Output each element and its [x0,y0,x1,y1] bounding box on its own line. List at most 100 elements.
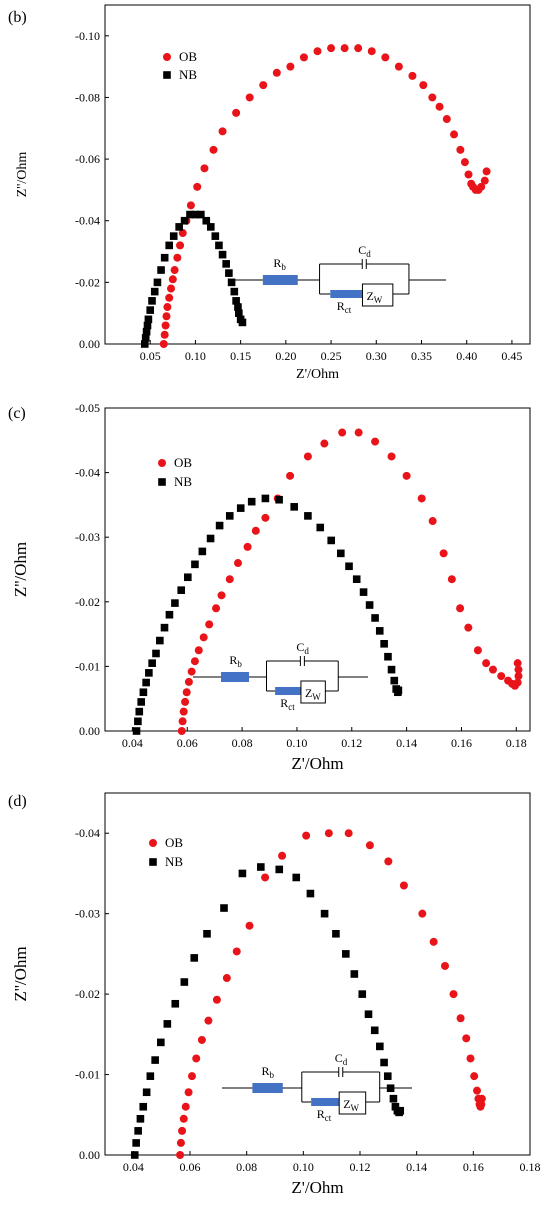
data-point-nb [146,306,155,314]
data-point-ob [261,513,270,522]
data-point-ob [217,591,226,600]
data-point-ob [193,182,202,191]
data-point-nb [134,1127,142,1135]
nyquist-panel: (d) 0.04 0.06 0.08 0.10 0.12 0.14 0.16 0.18 0.00 -… [8,792,541,1197]
data-point-nb [337,549,345,558]
label-cd-main: C [335,1051,343,1065]
data-point-ob [514,665,523,674]
data-point-nb [142,678,150,687]
resistor-rct [311,1098,340,1106]
data-point-ob [466,1054,475,1063]
warburg-element [300,680,326,704]
nyquist-panel: (c) 0.04 0.06 0.08 0.10 0.12 0.14 0.16 0.18 0.00 -… [8,401,531,773]
data-point-nb [316,523,325,532]
data-point-ob [212,604,221,613]
data-point-nb [332,929,340,938]
data-point-ob [278,851,287,860]
legend-label-ob: OB [165,835,183,850]
data-point-ob [168,275,177,284]
x-tick-label: 0.10 [185,349,206,363]
data-point-nb [171,599,179,607]
data-point-nb [197,210,205,219]
data-point-ob [182,688,191,697]
equivalent-circuit-inset: Rb Cd Rct ZW [222,1051,412,1123]
data-point-ob [340,44,349,53]
data-point-ob [399,881,408,890]
data-point-nb [143,321,152,330]
label-rct-main: R [317,1107,325,1121]
legend-label-ob: OB [179,49,197,64]
data-point-nb [139,1102,148,1111]
data-point-ob [218,127,227,136]
data-point-nb [132,1139,140,1147]
data-point-nb [327,536,336,545]
data-point-nb [215,521,224,530]
data-point-ob [428,517,437,526]
data-point-ob [200,164,209,173]
y-tick-label: 0.00 [79,724,100,738]
data-point-nb [365,601,374,609]
y-tick-label: -0.02 [75,987,100,1001]
label-zw-sub: W [351,1103,360,1113]
label-zw-main: Z [305,686,312,700]
data-point-nb [146,1072,155,1080]
y-tick-label: -0.02 [75,275,100,289]
data-point-ob [160,330,169,339]
data-point-nb [160,623,169,632]
data-point-nb [151,1056,159,1064]
data-point-ob [243,542,252,551]
data-point-ob [320,439,329,448]
data-point-ob [441,961,449,970]
label-cd: Cd [358,243,371,259]
label-rb-sub: b [270,1070,275,1080]
data-point-ob [159,340,168,348]
data-point-nb [389,1094,398,1103]
data-point-ob [497,672,506,681]
plot-frame [104,792,531,1156]
data-point-ob [429,937,438,946]
data-point-ob [464,623,473,632]
data-point-ob [181,1102,190,1111]
data-point-ob [367,47,376,56]
y-tick-label: -0.04 [75,466,100,480]
data-point-ob [190,657,199,666]
legend-marker-nb [149,858,157,866]
x-tick-label: 0.18 [506,736,527,750]
data-point-nb [136,1115,145,1123]
x-tick-label: 0.06 [180,1160,201,1174]
data-point-nb [142,1088,151,1097]
data-point-nb [153,278,162,287]
data-point-nb [165,610,174,619]
resistor-rb [252,1083,283,1093]
data-point-nb [163,1020,172,1028]
data-point-ob [462,1034,471,1043]
label-zw: ZW [343,1097,359,1113]
data-point-ob [470,1072,479,1081]
data-point-ob [514,672,523,681]
legend-label-ob: OB [174,455,192,470]
data-point-nb [222,260,230,268]
data-point-ob [482,659,491,668]
data-point-nb [132,727,141,735]
label-rb: Rb [262,1064,275,1080]
data-point-ob [480,176,489,185]
label-zw-main: Z [343,1097,350,1111]
data-point-nb [352,575,361,583]
resistor-rct [330,290,363,298]
equivalent-circuit-inset: Rb Cd Rct ZW [193,640,368,712]
data-point-ob [354,428,363,437]
data-point-nb [227,278,236,287]
x-tick-label: 0.05 [140,349,161,363]
data-point-nb [156,636,164,645]
data-point-ob [428,93,437,102]
y-tick-label: -0.06 [75,152,100,166]
warburg-element [338,1091,367,1115]
data-point-nb [236,504,245,512]
nyquist-panel: (b) 0.05 0.10 0.15 0.20 0.25 0.30 0.35 0.40 0.45 0… [8,4,531,382]
y-tick-label: -0.10 [75,29,100,43]
data-point-ob [303,452,312,461]
x-tick-label: 0.14 [396,736,417,750]
legend-marker-ob [163,53,171,61]
data-point-nb [320,909,329,918]
label-rct: Rct [337,299,352,315]
